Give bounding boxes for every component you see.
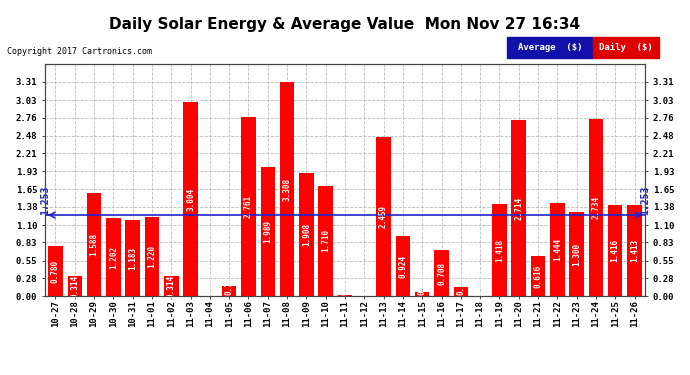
Bar <box>106 218 121 296</box>
Text: 0.165: 0.165 <box>225 272 234 295</box>
Bar <box>87 194 101 296</box>
Bar <box>299 172 314 296</box>
Text: 1.588: 1.588 <box>90 233 99 256</box>
Text: 0.068: 0.068 <box>417 272 426 295</box>
Bar <box>145 217 159 296</box>
Text: 1.183: 1.183 <box>128 246 137 270</box>
Text: 2.734: 2.734 <box>591 196 600 219</box>
Bar <box>608 204 622 296</box>
Text: 1.253: 1.253 <box>640 186 650 215</box>
Text: 2.459: 2.459 <box>379 205 388 228</box>
Bar <box>241 117 256 296</box>
Text: Average  ($): Average ($) <box>518 44 582 52</box>
Text: 0.314: 0.314 <box>167 274 176 298</box>
Text: 3.308: 3.308 <box>283 178 292 201</box>
Bar <box>261 167 275 296</box>
Text: 0.314: 0.314 <box>70 274 79 298</box>
Text: 1.710: 1.710 <box>322 230 331 252</box>
Text: 1.202: 1.202 <box>109 246 118 269</box>
Bar <box>627 205 642 296</box>
Text: 0.000: 0.000 <box>206 272 215 295</box>
Bar <box>184 102 198 296</box>
Text: Copyright 2017 Cartronics.com: Copyright 2017 Cartronics.com <box>7 47 152 56</box>
Bar <box>164 276 179 296</box>
Text: 0.780: 0.780 <box>51 260 60 282</box>
Bar <box>511 120 526 296</box>
Text: Daily  ($): Daily ($) <box>600 44 653 52</box>
Text: 1.220: 1.220 <box>148 245 157 268</box>
Text: 2.714: 2.714 <box>514 197 523 220</box>
Text: 1.418: 1.418 <box>495 239 504 262</box>
Bar <box>492 204 506 296</box>
Text: 3.004: 3.004 <box>186 188 195 210</box>
Text: 1.413: 1.413 <box>630 239 639 262</box>
Bar <box>338 295 352 296</box>
Bar <box>434 251 448 296</box>
Bar <box>589 119 603 296</box>
Text: Daily Solar Energy & Average Value  Mon Nov 27 16:34: Daily Solar Energy & Average Value Mon N… <box>110 17 580 32</box>
Bar <box>531 256 545 296</box>
Text: 1.989: 1.989 <box>264 220 273 243</box>
Text: 1.253: 1.253 <box>40 186 50 215</box>
Text: 0.137: 0.137 <box>456 272 465 295</box>
Bar <box>550 203 564 296</box>
Bar <box>126 220 140 296</box>
Text: 0.924: 0.924 <box>398 255 407 278</box>
Text: 0.000: 0.000 <box>475 272 484 295</box>
Text: 0.000: 0.000 <box>359 272 368 295</box>
Text: 2.761: 2.761 <box>244 195 253 218</box>
Bar <box>415 292 429 296</box>
Text: 1.416: 1.416 <box>611 239 620 262</box>
Text: 1.908: 1.908 <box>302 223 311 246</box>
Bar <box>453 287 468 296</box>
Bar <box>395 236 410 296</box>
Bar <box>222 286 237 296</box>
Bar <box>280 82 295 296</box>
Text: 0.616: 0.616 <box>533 265 542 288</box>
Text: 1.300: 1.300 <box>572 243 581 266</box>
Bar <box>319 186 333 296</box>
Text: 0.017: 0.017 <box>340 272 350 295</box>
Bar <box>376 137 391 296</box>
Text: 1.444: 1.444 <box>553 238 562 261</box>
Text: 0.708: 0.708 <box>437 262 446 285</box>
Bar <box>569 212 584 296</box>
Bar <box>68 276 82 296</box>
Bar <box>48 246 63 296</box>
